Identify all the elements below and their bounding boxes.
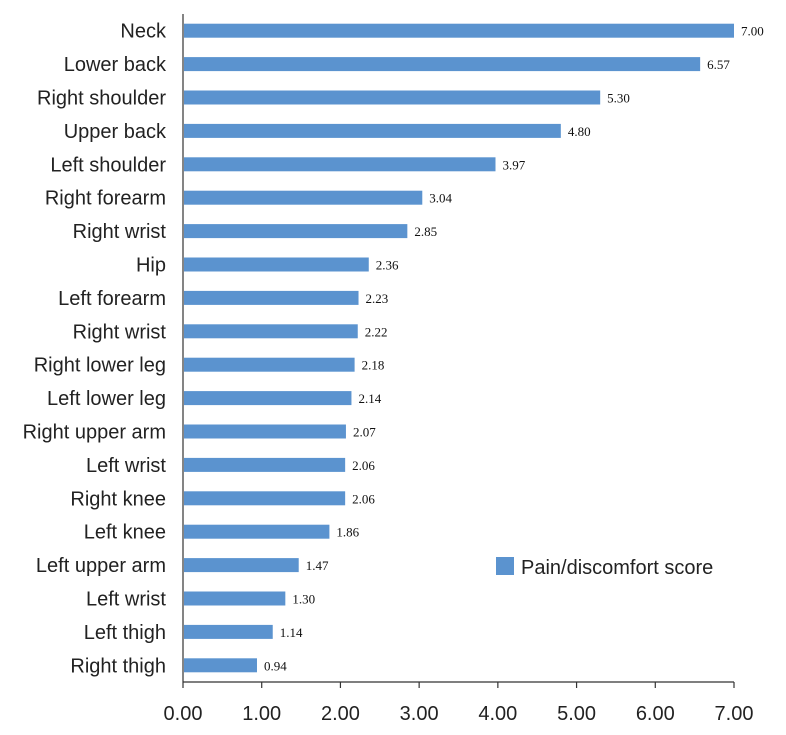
category-label: Hip — [136, 255, 166, 277]
category-label: Right lower leg — [34, 355, 166, 377]
legend-label: Pain/discomfort score — [521, 557, 713, 579]
x-tick-label: 7.00 — [715, 703, 754, 725]
bar — [184, 457, 346, 472]
category-label: Right knee — [70, 488, 166, 510]
category-label: Right thigh — [70, 655, 166, 677]
category-label: Left forearm — [58, 288, 166, 310]
data-label: 2.06 — [352, 491, 375, 506]
bar — [184, 624, 273, 639]
bar — [184, 324, 358, 339]
data-label: 6.57 — [707, 57, 730, 72]
bar — [184, 391, 352, 406]
bar — [184, 524, 330, 539]
x-axis-ticks: 0.00 1.00 2.00 3.00 4.00 5.00 6.00 7.00 — [164, 682, 754, 725]
data-label: 2.36 — [376, 258, 399, 273]
category-label: Left wrist — [86, 455, 166, 477]
x-tick-label: 4.00 — [478, 703, 517, 725]
bar — [184, 257, 369, 272]
bar — [184, 123, 561, 138]
data-label: 2.23 — [366, 291, 389, 306]
data-label: 5.30 — [607, 91, 630, 106]
data-label: 2.06 — [352, 458, 375, 473]
category-label: Upper back — [64, 121, 167, 143]
category-label: Left shoulder — [50, 154, 166, 176]
data-labels: 7.00 6.57 5.30 4.80 3.97 3.04 2.85 2.36 2.23 2.22… — [264, 24, 764, 674]
bar — [184, 658, 257, 673]
category-label: Neck — [120, 21, 167, 43]
bar — [184, 591, 286, 606]
category-label: Lower back — [64, 54, 167, 76]
bar — [184, 224, 408, 239]
bar — [184, 290, 359, 305]
data-label: 1.86 — [336, 525, 359, 540]
data-label: 1.30 — [292, 592, 315, 607]
data-label: 2.18 — [362, 358, 385, 373]
category-label: Left wrist — [86, 589, 166, 611]
category-labels: Neck Lower back Right shoulder Upper back Le… — [23, 21, 167, 678]
data-label: 1.47 — [306, 558, 329, 573]
x-tick-label: 2.00 — [321, 703, 360, 725]
bar — [184, 90, 601, 105]
category-label: Left thigh — [84, 622, 166, 644]
data-label: 2.14 — [358, 391, 381, 406]
data-label: 0.94 — [264, 658, 287, 673]
bar — [184, 57, 701, 72]
data-label: 2.07 — [353, 425, 376, 440]
category-label: Right upper arm — [23, 422, 166, 444]
category-label: Left knee — [84, 522, 166, 544]
x-tick-label: 5.00 — [557, 703, 596, 725]
data-label: 2.22 — [365, 324, 388, 339]
data-label: 3.97 — [502, 157, 525, 172]
data-label: 4.80 — [568, 124, 591, 139]
data-label: 2.85 — [414, 224, 437, 239]
bar — [184, 357, 355, 372]
axes — [182, 14, 734, 683]
category-label: Left upper arm — [36, 555, 166, 577]
x-tick-label: 1.00 — [242, 703, 281, 725]
category-label: Right shoulder — [37, 88, 166, 110]
bar — [184, 558, 299, 573]
bars-group — [184, 23, 734, 673]
bar — [184, 157, 496, 172]
category-label: Left lower leg — [47, 388, 166, 410]
x-tick-label: 6.00 — [636, 703, 675, 725]
bar — [184, 424, 346, 439]
bar — [184, 23, 734, 38]
legend: Pain/discomfort score — [496, 557, 713, 579]
bar — [184, 190, 423, 205]
x-tick-label: 0.00 — [164, 703, 203, 725]
data-label: 7.00 — [741, 24, 764, 39]
category-label: Right wrist — [73, 321, 167, 343]
category-label: Right wrist — [73, 221, 167, 243]
legend-swatch — [496, 557, 514, 575]
data-label: 1.14 — [280, 625, 303, 640]
x-tick-label: 3.00 — [400, 703, 439, 725]
category-label: Right forearm — [45, 188, 166, 210]
data-label: 3.04 — [429, 191, 452, 206]
bar — [184, 491, 346, 506]
